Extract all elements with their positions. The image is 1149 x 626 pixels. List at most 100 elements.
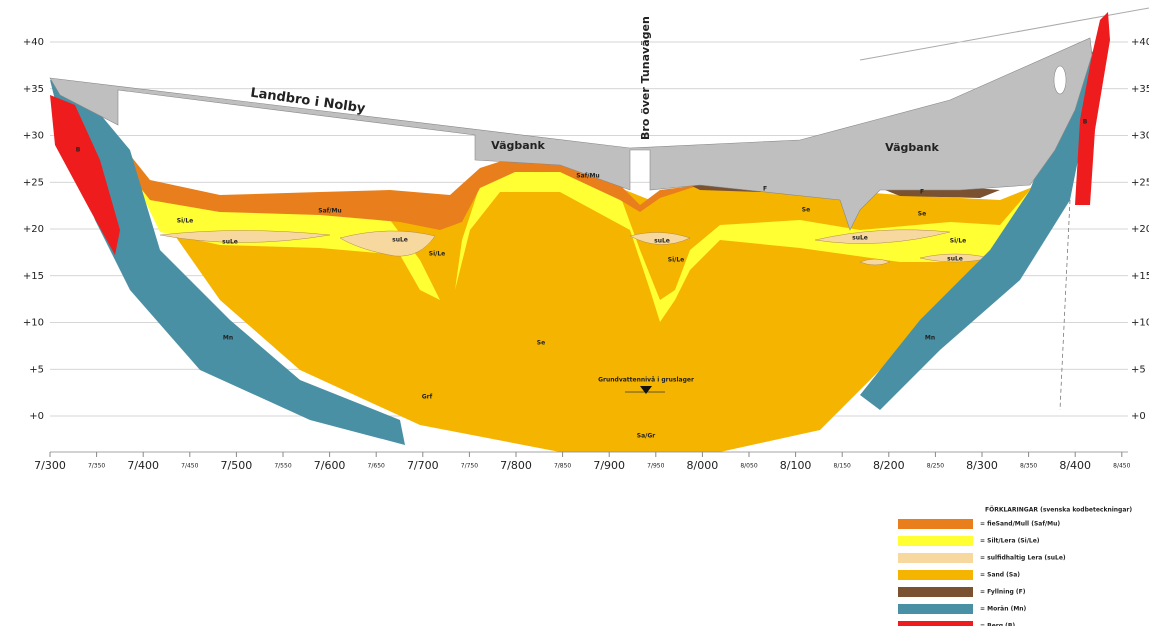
road-embankment [49,37,1093,231]
layer-label: suLe [392,237,408,244]
legend-title: FÖRKLARINGAR (svenska kodbeteckningar) [985,507,1132,514]
y-tick-label: +40 [1131,37,1149,48]
layer-label: Si/Le [429,251,445,258]
legend-swatch [898,536,973,546]
lens [814,229,951,244]
legend-label: = sulfidhaltig Lera (suLe) [980,555,1066,562]
legend-label: = fieSand/Mull (Saf/Mu) [980,521,1060,528]
x-tick-label: 7/600 [314,459,346,472]
x-tick-label: 7/750 [461,463,478,470]
layer-label: suLe [947,256,963,263]
x-tick-label: 8/400 [1059,459,1091,472]
layer-label: Se [537,340,545,347]
legend-label: = Berg (B) [980,623,1015,626]
layer-label: Sa/Gr [637,433,655,440]
x-tick-label: 8/050 [740,463,757,470]
layer-bedrock [1075,12,1110,205]
x-tick-label: 8/100 [780,459,812,472]
groundwater-label: Grundvattennivå i gruslager [598,377,694,384]
y-tick-label: +0 [1131,411,1146,422]
x-tick-label: 8/150 [834,463,851,470]
y-tick-label: +5 [1131,364,1146,375]
lens [159,230,331,243]
layer-label: Se [802,207,810,214]
x-tick-label: 7/350 [88,463,105,470]
y-tick-label: +0 [29,411,44,422]
layer-label: Mn [223,335,233,342]
layer-label: F [920,189,924,196]
x-tick-label: 7/800 [500,459,532,472]
embankment-label: Vägbank [491,139,545,152]
x-tick-label: 8/300 [966,459,998,472]
layer-label: B [1083,119,1088,126]
lens [629,232,691,245]
layer-topsoil [122,145,700,230]
layer-label: suLe [222,239,238,246]
borehole-line [1059,199,1071,411]
y-tick-label: +35 [1131,84,1149,95]
layer-sulfide-clay [159,229,991,266]
legend-swatch [898,553,973,563]
x-tick-label: 8/000 [687,459,719,472]
layer-label: suLe [852,235,868,242]
y-tick-label: +40 [23,37,44,48]
y-tick-label: +20 [1131,224,1149,235]
y-tick-label: +35 [23,84,44,95]
culvert [1053,65,1067,95]
layer-bedrock [50,95,120,255]
legend-swatch [898,570,973,580]
layer-label: Mn [925,335,935,342]
y-tick-label: +10 [1131,318,1149,329]
y-tick-label: +25 [1131,177,1149,188]
y-tick-label: +30 [23,131,44,142]
legend-label: = Fyllning (F) [980,589,1026,596]
x-tick-label: 7/500 [221,459,253,472]
terrain-line [859,7,1149,61]
layer-label: F [763,186,767,193]
bridge-label: Bro över Tunavägen [639,16,652,140]
x-tick-label: 7/850 [554,463,571,470]
legend: FÖRKLARINGAR (svenska kodbeteckningar) =… [898,507,1132,626]
layer-label: Si/Le [668,257,684,264]
x-tick-label: 7/950 [647,463,664,470]
layer-label: Si/Le [177,218,193,225]
y-tick-label: +15 [23,271,44,282]
lens [859,258,891,266]
legend-swatch [898,604,973,614]
x-tick-label: 8/350 [1020,463,1037,470]
y-tick-label: +15 [1131,271,1149,282]
legend-label: = Morän (Mn) [980,606,1027,613]
layer-label: B [76,147,81,154]
layer-silt [130,170,1040,322]
layer-label: Se [918,211,926,218]
legend-label: = Sand (Sa) [980,572,1020,579]
legend-label: = Silt/Lera (Si/Le) [980,538,1040,545]
y-tick-label: +25 [23,177,44,188]
layer-label: Saf/Mu [318,208,341,215]
layer-label: Saf/Mu [576,173,599,180]
y-tick-label: +20 [23,224,44,235]
embankment-label: Vägbank [885,141,939,154]
x-tick-label: 7/900 [593,459,625,472]
x-tick-label: 7/550 [274,463,291,470]
x-tick-label: 8/450 [1113,463,1130,470]
legend-swatch [898,519,973,529]
x-tick-label: 7/450 [181,463,198,470]
legend-swatch [898,587,973,597]
layer-moraine [50,80,405,445]
x-tick-label: 8/250 [927,463,944,470]
axes: +40 +35 +30 +25 +20 +15 +10 +5 +0 +40 +35 +30 +25 +20… [23,37,1149,472]
layer-label: Grf [422,394,433,401]
x-tick-label: 8/200 [873,459,905,472]
y-tick-label: +10 [23,318,44,329]
x-tick-label: 7/400 [127,459,159,472]
x-tick-label: 7/700 [407,459,439,472]
y-tick-label: +30 [1131,131,1149,142]
layer-label: suLe [654,238,670,245]
layer-label: Si/Le [950,238,966,245]
legend-swatch [898,621,973,626]
x-tick-label: 7/300 [34,459,66,472]
groundwater-marker [640,386,652,394]
lens [339,230,436,257]
